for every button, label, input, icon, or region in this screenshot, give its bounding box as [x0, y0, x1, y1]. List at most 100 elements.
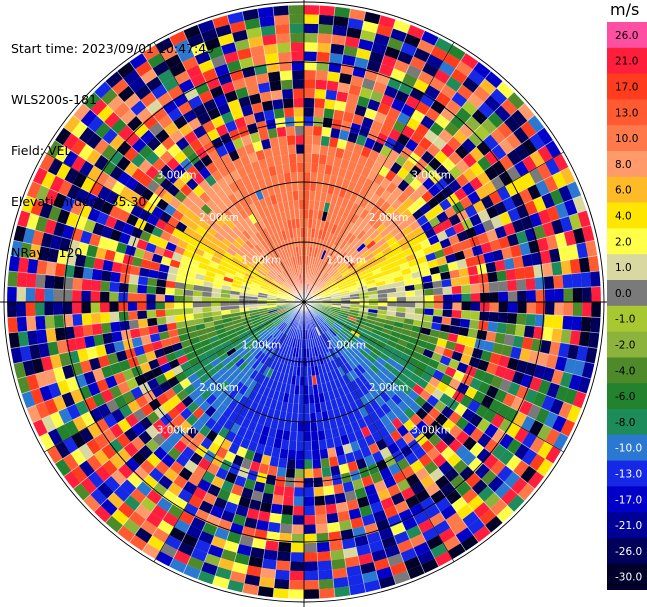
- radar-gate: [567, 244, 579, 260]
- radar-gate: [71, 155, 87, 173]
- radar-gate: [101, 428, 117, 444]
- radar-gate: [409, 401, 422, 414]
- radar-gate: [160, 338, 172, 348]
- radar-gate: [397, 400, 409, 413]
- radar-gate: [113, 394, 128, 409]
- radar-gate: [89, 181, 104, 197]
- radar-gate: [287, 144, 297, 155]
- radar-gate: [53, 221, 66, 238]
- radar-gate: [369, 364, 380, 375]
- radar-gate: [379, 177, 392, 190]
- radar-gate: [35, 371, 49, 388]
- radar-gate: [327, 71, 341, 83]
- radar-gate: [552, 415, 567, 433]
- radar-gate: [381, 54, 398, 69]
- radar-gate: [469, 442, 485, 458]
- radar-gate: [414, 283, 424, 291]
- radar-gate: [155, 286, 166, 295]
- radar-gate: [469, 413, 483, 428]
- radar-gate: [308, 209, 314, 219]
- radar-gate: [62, 150, 79, 168]
- radar-gate: [273, 340, 281, 351]
- radar-gate: [391, 405, 404, 418]
- radar-gate: [392, 570, 411, 585]
- radar-gate: [118, 292, 128, 302]
- radar-gate: [581, 361, 595, 379]
- ray-separator: [303, 270, 603, 303]
- radar-gate: [405, 95, 420, 110]
- radar-gate: [7, 302, 17, 318]
- radar-gate: [155, 128, 170, 144]
- radar-gate: [345, 221, 355, 232]
- radar-gate: [261, 34, 277, 46]
- radar-gate: [281, 344, 288, 354]
- radar-gate: [90, 302, 101, 314]
- radar-gate: [254, 274, 264, 281]
- radar-gate: [296, 431, 304, 442]
- radar-gate: [239, 334, 250, 343]
- radar-gate: [445, 99, 462, 115]
- radar-gate: [440, 84, 457, 100]
- radar-gate: [44, 274, 55, 289]
- radar-gate: [461, 302, 472, 311]
- radar-gate: [52, 192, 67, 209]
- radar-gate: [304, 394, 310, 405]
- radar-gate: [393, 215, 405, 227]
- radar-gate: [255, 443, 266, 455]
- radar-gate: [341, 208, 351, 220]
- radar-gate: [289, 570, 304, 581]
- radar-gate: [239, 219, 250, 230]
- radar-gate: [284, 249, 290, 259]
- radar-gate: [255, 271, 266, 279]
- radar-gate: [258, 158, 268, 170]
- radar-gate: [348, 84, 362, 96]
- radar-gate: [352, 449, 364, 461]
- radar-gate: [313, 257, 319, 267]
- radar-gate: [271, 267, 280, 276]
- radar-gate: [537, 162, 552, 180]
- radar-gate: [183, 383, 196, 396]
- ray-separator: [303, 89, 517, 303]
- radar-gate: [403, 278, 414, 286]
- radar-gate: [338, 376, 347, 387]
- radar-gate: [421, 401, 434, 414]
- radar-gate: [257, 241, 266, 252]
- radar-gate: [507, 207, 521, 223]
- range-ring-label: 1.00km: [242, 255, 282, 267]
- radar-gate: [320, 309, 330, 315]
- radar-gate: [354, 216, 364, 227]
- radar-gate: [334, 492, 347, 504]
- radar-gate: [262, 227, 271, 238]
- radar-gate: [370, 471, 384, 484]
- radar-gate: [86, 244, 98, 258]
- radar-gate: [146, 99, 163, 115]
- radar-gate: [373, 272, 384, 280]
- radar-gate: [174, 302, 184, 309]
- radar-gate: [252, 279, 262, 286]
- radar-gate: [334, 147, 345, 159]
- radar-gate: [207, 544, 224, 558]
- radar-gate: [45, 328, 57, 343]
- radar-gate: [373, 233, 384, 244]
- radar-gate: [273, 485, 285, 496]
- radar-gate: [234, 414, 245, 426]
- ray-separator: [287, 301, 305, 602]
- radar-gate: [421, 30, 439, 46]
- radar-gate: [424, 295, 434, 302]
- ray-separator: [303, 8, 367, 303]
- radar-gate: [497, 312, 508, 324]
- radar-gate: [383, 475, 397, 489]
- ray-separator: [303, 125, 547, 303]
- radar-gate: [213, 94, 228, 107]
- radar-gate: [347, 316, 357, 322]
- radar-gate: [49, 354, 62, 370]
- radar-gate: [158, 330, 170, 341]
- radar-gate: [483, 251, 495, 264]
- radar-gate: [285, 126, 296, 136]
- radar-gate: [258, 292, 268, 297]
- radar-gate: [229, 302, 240, 306]
- radar-gate: [167, 482, 183, 497]
- radar-gate: [404, 284, 415, 292]
- radar-gate: [465, 365, 478, 378]
- radar-gate: [372, 81, 388, 95]
